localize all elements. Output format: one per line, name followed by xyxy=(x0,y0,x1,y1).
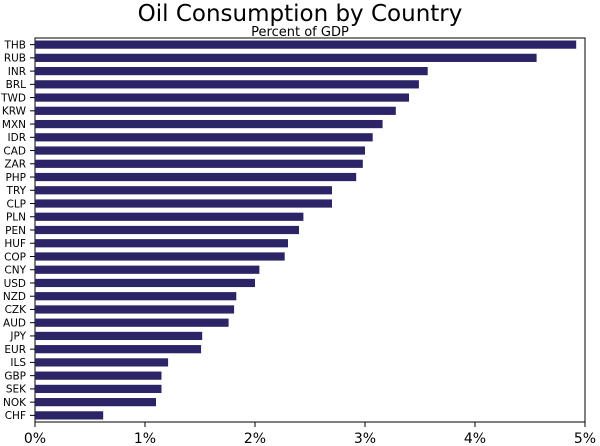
category-label-rub: RUB xyxy=(4,53,26,65)
x-axis-ticks xyxy=(30,44,586,427)
category-label-jpy: JPY xyxy=(9,331,26,343)
category-label-php: PHP xyxy=(5,172,26,184)
bar-cop xyxy=(35,252,285,261)
category-label-try: TRY xyxy=(6,185,27,197)
category-label-gbp: GBP xyxy=(4,370,26,382)
category-label-nzd: NZD xyxy=(3,291,26,303)
bar-pln xyxy=(35,212,304,221)
category-label-inr: INR xyxy=(8,66,26,78)
bar-try xyxy=(35,186,332,195)
bar-cad xyxy=(35,146,365,155)
x-tick-label-1: 1% xyxy=(134,431,156,446)
x-tick-label-4: 4% xyxy=(464,431,486,446)
x-axis-tick-labels: 0% 1% 2% 3% 4% 5% xyxy=(24,431,596,446)
bar-usd xyxy=(35,278,255,288)
bar-inr xyxy=(35,66,428,76)
bar-nok xyxy=(35,398,156,407)
bar-idr xyxy=(35,133,373,142)
bar-clp xyxy=(35,199,332,208)
category-label-nok: NOK xyxy=(3,397,27,409)
bar-chf xyxy=(35,411,104,420)
bar-cny xyxy=(35,265,260,274)
category-label-chf: CHF xyxy=(5,410,26,422)
bar-krw xyxy=(35,106,396,115)
category-label-brl: BRL xyxy=(6,79,26,91)
category-label-clp: CLP xyxy=(6,198,26,210)
bars xyxy=(35,40,577,420)
category-label-cop: COP xyxy=(4,251,26,263)
category-label-sek: SEK xyxy=(6,384,27,396)
category-label-krw: KRW xyxy=(2,106,27,118)
category-label-huf: HUF xyxy=(4,238,26,250)
x-tick-label-2: 2% xyxy=(244,431,266,446)
bar-sek xyxy=(35,384,162,394)
category-label-cad: CAD xyxy=(3,145,26,157)
bar-rub xyxy=(35,53,537,62)
category-label-ils: ILS xyxy=(10,357,26,369)
bar-ils xyxy=(35,358,169,367)
bar-eur xyxy=(35,345,202,354)
category-label-idr: IDR xyxy=(8,132,26,144)
chart-subtitle: Percent of GDP xyxy=(251,25,349,40)
category-label-twd: TWD xyxy=(0,92,26,104)
x-tick-label-5: 5% xyxy=(574,431,596,446)
bar-jpy xyxy=(35,331,203,341)
x-tick-label-0: 0% xyxy=(24,431,46,446)
chart-title: Oil Consumption by Country xyxy=(138,1,463,27)
category-label-pen: PEN xyxy=(5,225,26,237)
category-label-cny: CNY xyxy=(4,265,26,277)
bar-huf xyxy=(35,239,288,248)
category-label-thb: THB xyxy=(3,39,26,51)
bar-czk xyxy=(35,305,235,314)
bar-aud xyxy=(35,318,229,327)
category-label-eur: EUR xyxy=(4,344,26,356)
bar-zar xyxy=(35,159,363,168)
category-label-mxn: MXN xyxy=(2,119,26,131)
bar-php xyxy=(35,172,357,182)
bar-gbp xyxy=(35,371,162,380)
bar-brl xyxy=(35,80,419,89)
bar-pen xyxy=(35,225,299,235)
category-label-czk: CZK xyxy=(5,304,28,316)
bar-mxn xyxy=(35,119,383,129)
category-label-zar: ZAR xyxy=(4,159,26,171)
bar-nzd xyxy=(35,292,237,301)
category-label-usd: USD xyxy=(4,278,26,290)
bar-thb xyxy=(35,40,577,49)
x-tick-label-3: 3% xyxy=(354,431,376,446)
category-label-pln: PLN xyxy=(6,212,26,224)
category-label-aud: AUD xyxy=(3,317,26,329)
bar-twd xyxy=(35,93,409,102)
